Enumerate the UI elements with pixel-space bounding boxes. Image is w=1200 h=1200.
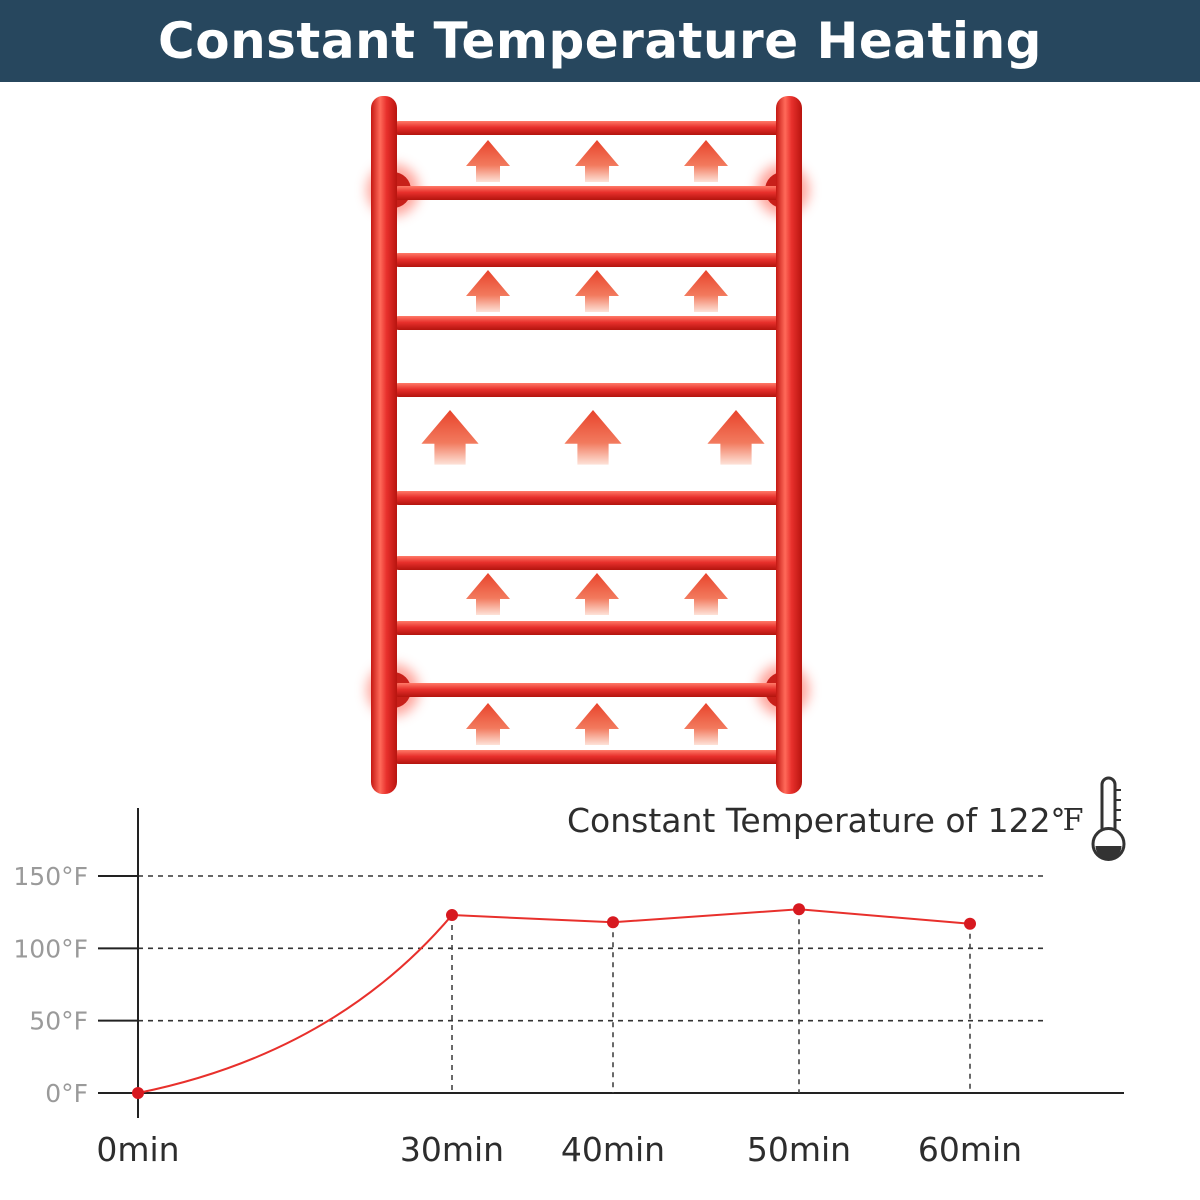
rack-bars	[392, 121, 784, 764]
y-tick-label: 0°F	[45, 1079, 88, 1108]
data-point	[964, 917, 976, 930]
heat-arrow-icon	[684, 573, 728, 615]
heat-arrow-icon	[575, 703, 619, 745]
annotation-unit: ℉	[1052, 803, 1083, 838]
heat-arrow-icon	[575, 140, 619, 182]
temperature-series	[132, 903, 976, 1099]
thermometer-icon	[1091, 776, 1126, 861]
rack-post	[776, 96, 802, 794]
rack-post	[371, 96, 397, 794]
annotation-text: Constant Temperature of 122	[567, 801, 1051, 840]
point-drop-lines	[451, 909, 971, 1093]
data-point	[446, 909, 458, 922]
rack-bar	[392, 383, 784, 397]
data-point	[607, 916, 619, 929]
rack-bar	[392, 316, 784, 330]
heat-arrow-icon	[684, 703, 728, 745]
y-tick-label: 50°F	[29, 1007, 88, 1036]
rack-bar	[392, 121, 784, 135]
header-banner: Constant Temperature Heating	[0, 0, 1200, 82]
heat-arrow-icon	[684, 140, 728, 182]
heat-arrow-icon	[707, 410, 765, 465]
heat-arrow-icon	[466, 703, 510, 745]
heat-arrow-icon	[466, 270, 510, 312]
rack-bar	[392, 253, 784, 267]
rack-bar	[392, 750, 784, 764]
heat-arrow-icon	[421, 410, 479, 465]
heat-arrow-icon	[575, 573, 619, 615]
heat-arrows	[421, 140, 765, 745]
x-tick-labels: 0min 30min 40min 50min 60min	[96, 1130, 1022, 1169]
rack-bar	[392, 683, 784, 697]
constant-temperature-annotation: Constant Temperature of 122 ℉	[567, 776, 1126, 861]
series-line	[137, 908, 971, 1094]
page-title: Constant Temperature Heating	[158, 12, 1042, 70]
data-point	[132, 1087, 144, 1099]
heat-arrow-icon	[575, 270, 619, 312]
rack-bar	[392, 186, 784, 200]
heat-arrow-icon	[684, 270, 728, 312]
y-tick-label: 150°F	[13, 862, 88, 891]
chart-grid	[98, 875, 1046, 1022]
x-tick-label: 50min	[747, 1130, 851, 1169]
heat-arrow-icon	[564, 410, 622, 465]
heated-towel-rack-illustration	[367, 96, 809, 794]
y-tick-label: 100°F	[13, 934, 88, 963]
y-tick-labels: 0°F 50°F 100°F 150°F	[13, 862, 88, 1108]
heat-arrow-icon	[466, 573, 510, 615]
heat-arrow-icon	[466, 140, 510, 182]
chart-axes	[98, 808, 1124, 1118]
rack-bar	[392, 556, 784, 570]
rack-bar	[392, 491, 784, 505]
rack-posts	[371, 96, 802, 794]
x-tick-label: 30min	[400, 1130, 504, 1169]
x-tick-label: 40min	[561, 1130, 665, 1169]
x-tick-label: 0min	[96, 1130, 179, 1169]
rack-bar	[392, 621, 784, 635]
x-tick-label: 60min	[918, 1130, 1022, 1169]
data-point	[793, 903, 805, 916]
